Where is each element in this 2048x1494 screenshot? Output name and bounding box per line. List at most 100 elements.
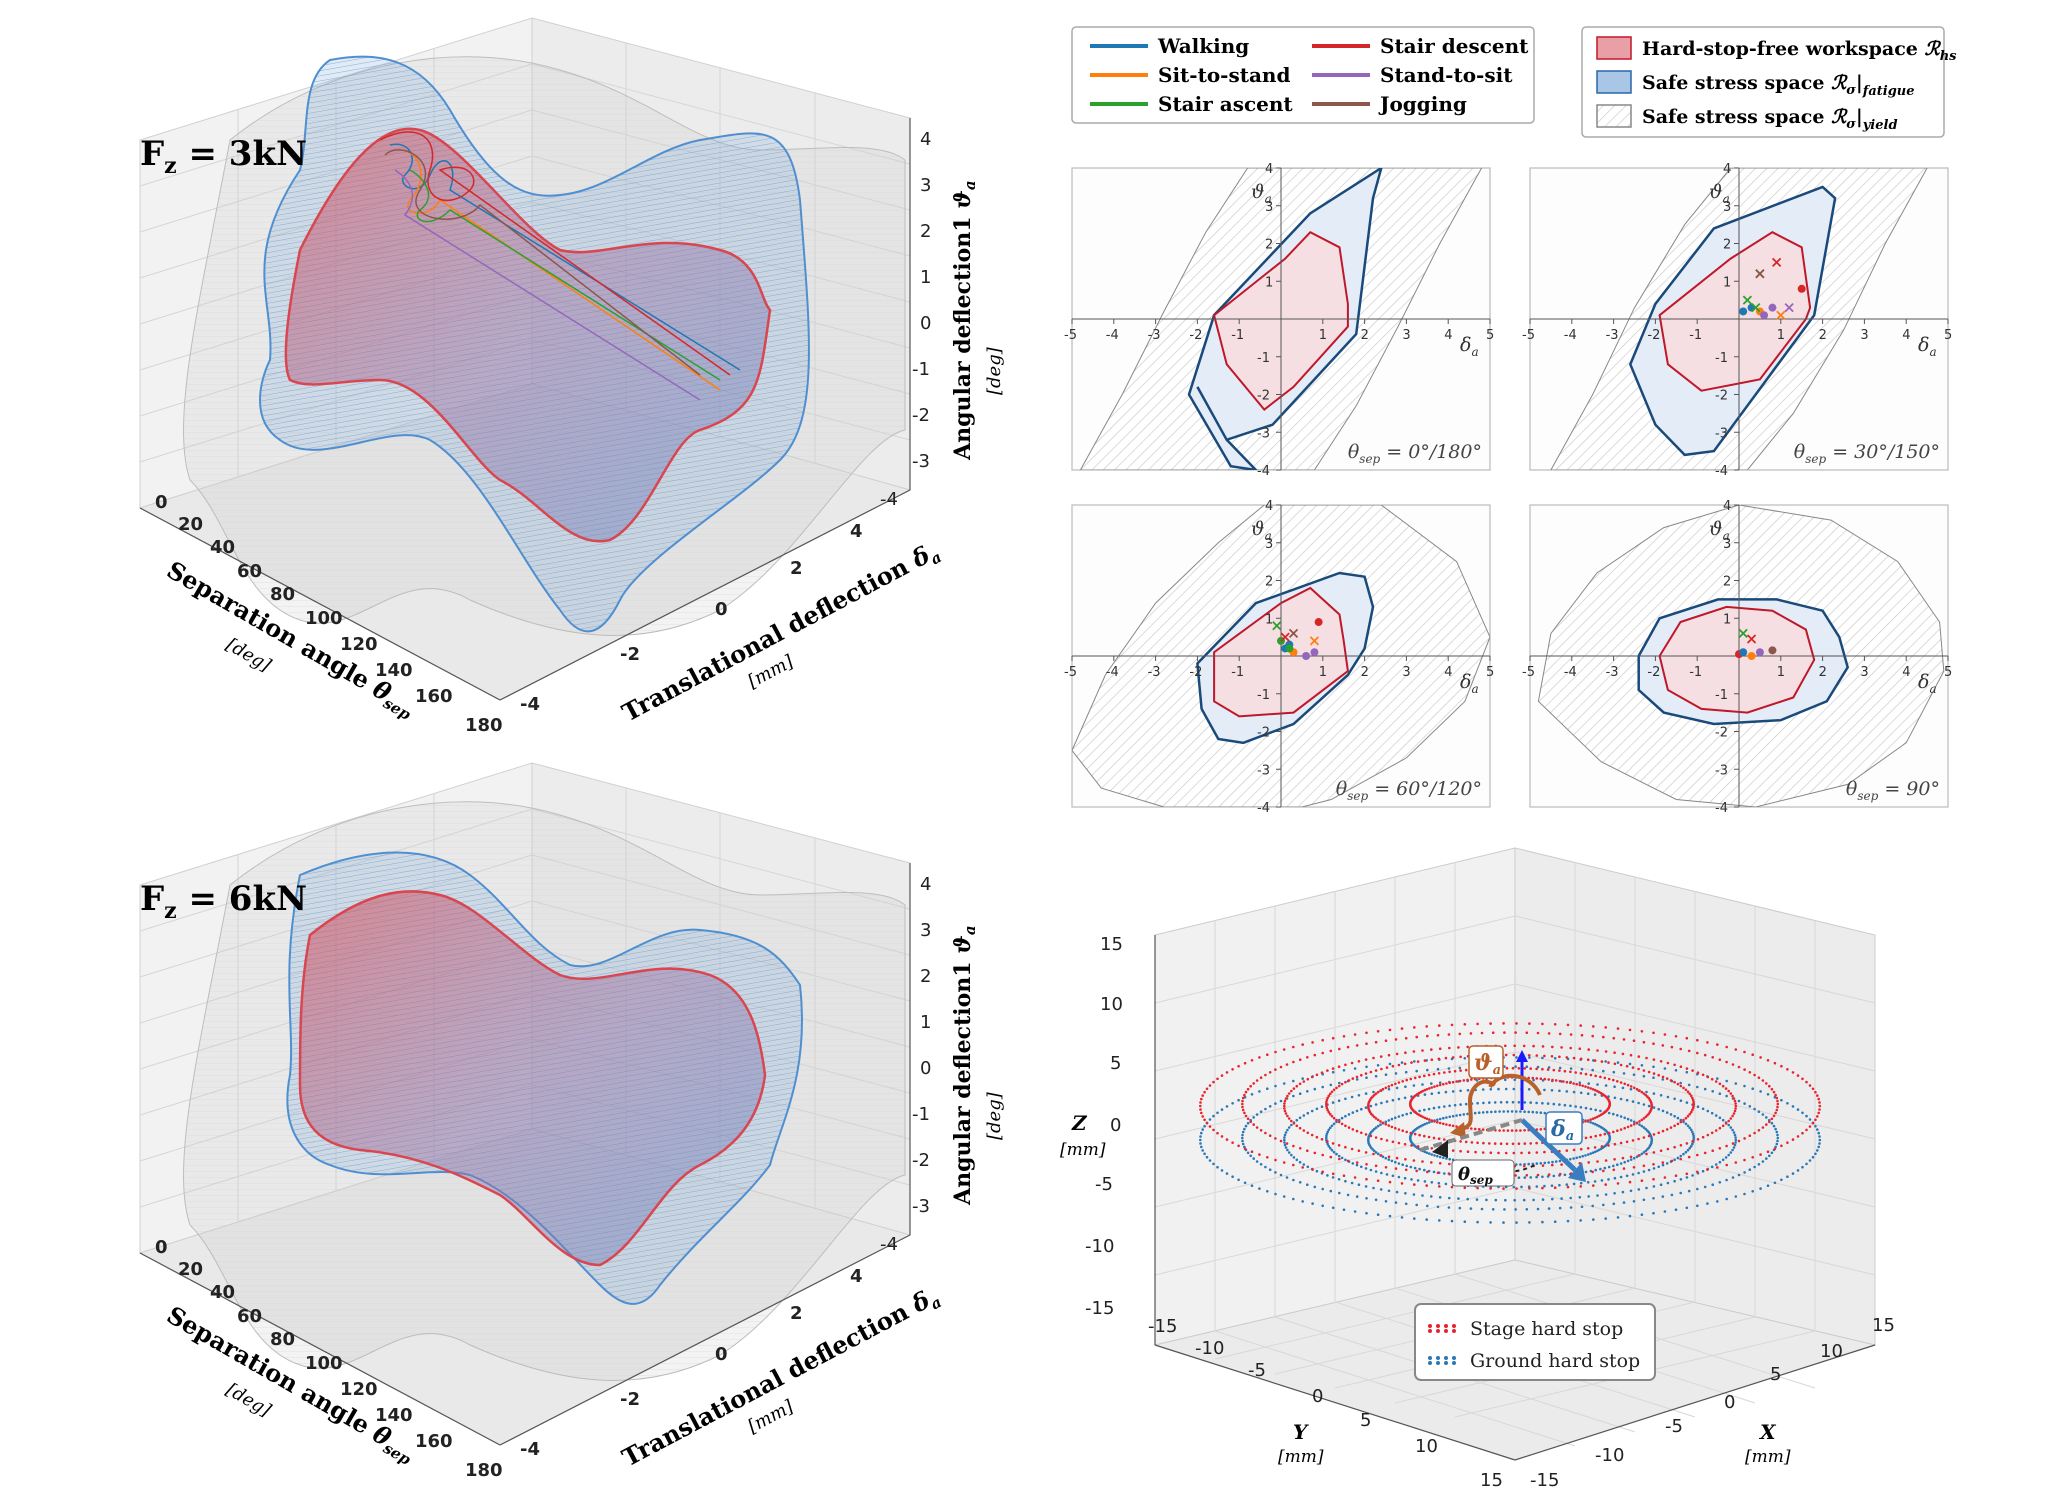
y-tick-label: 2 bbox=[1265, 238, 1273, 253]
dot bbox=[1691, 1130, 1694, 1134]
dot bbox=[1731, 1114, 1734, 1118]
dot bbox=[1337, 1154, 1341, 1158]
x-tick-label: 1 bbox=[1777, 665, 1785, 680]
data-marker bbox=[1760, 311, 1769, 320]
dot bbox=[1805, 1128, 1808, 1132]
dot bbox=[1578, 1155, 1582, 1159]
dot bbox=[1594, 1074, 1597, 1078]
dot bbox=[1376, 1118, 1380, 1122]
svg-text:180: 180 bbox=[465, 1460, 503, 1481]
dot bbox=[1364, 1185, 1368, 1188]
dot bbox=[1279, 1065, 1283, 1069]
x-tick-label: -1 bbox=[1231, 665, 1244, 680]
dot bbox=[1565, 1183, 1569, 1186]
dot bbox=[1632, 1073, 1636, 1076]
dot bbox=[1710, 1165, 1714, 1169]
dot bbox=[1413, 1183, 1416, 1186]
dot bbox=[1268, 1134, 1272, 1137]
dot bbox=[1551, 1078, 1554, 1082]
y-tick-label: -3 bbox=[1257, 426, 1270, 441]
dot bbox=[1290, 1123, 1293, 1127]
dot bbox=[1381, 1155, 1385, 1159]
data-marker bbox=[1776, 310, 1786, 320]
dot bbox=[1205, 1087, 1209, 1091]
dot bbox=[1425, 1122, 1429, 1125]
dot bbox=[1688, 1126, 1691, 1130]
dot bbox=[1642, 1170, 1646, 1173]
dot bbox=[1613, 1096, 1617, 1100]
dot bbox=[1604, 1193, 1608, 1196]
dot bbox=[1774, 1111, 1777, 1115]
dot bbox=[1731, 1128, 1734, 1132]
svg-text:-5: -5 bbox=[1095, 1174, 1113, 1195]
dot bbox=[1703, 1151, 1707, 1155]
dot bbox=[1818, 1138, 1822, 1142]
dot bbox=[1448, 1196, 1451, 1200]
dot bbox=[1491, 1031, 1495, 1034]
dot bbox=[1438, 1083, 1442, 1087]
svg-text:60: 60 bbox=[237, 1306, 262, 1327]
dot bbox=[1437, 1181, 1441, 1185]
dot bbox=[1801, 1165, 1804, 1169]
dot bbox=[1401, 1163, 1404, 1166]
dot bbox=[1346, 1159, 1350, 1163]
dot bbox=[1283, 1133, 1287, 1137]
dot bbox=[1404, 1192, 1407, 1195]
dot bbox=[1753, 1165, 1756, 1169]
dot bbox=[1661, 1109, 1665, 1113]
dot bbox=[1415, 1203, 1418, 1207]
dot bbox=[1326, 1142, 1329, 1146]
legend-label-1: Ground hard stop bbox=[1470, 1350, 1640, 1372]
dot bbox=[1572, 1090, 1576, 1094]
x-tick-label: -2 bbox=[1189, 328, 1202, 343]
y-tick-label: 1 bbox=[1723, 275, 1731, 290]
dot bbox=[1455, 1080, 1458, 1083]
dot bbox=[1243, 1127, 1246, 1131]
dot bbox=[1344, 1179, 1347, 1183]
dot bbox=[1727, 1153, 1730, 1157]
dot bbox=[1493, 1142, 1497, 1145]
dot bbox=[1459, 1089, 1462, 1093]
dot bbox=[1689, 1144, 1693, 1148]
dot bbox=[1332, 1122, 1336, 1126]
dot bbox=[1814, 1152, 1817, 1156]
dot bbox=[1220, 1074, 1224, 1077]
dot bbox=[1669, 1079, 1673, 1082]
dot bbox=[1355, 1075, 1359, 1079]
dot bbox=[1661, 1078, 1665, 1081]
dot bbox=[1607, 1144, 1610, 1147]
dot bbox=[1759, 1090, 1762, 1093]
dot bbox=[1629, 1158, 1633, 1161]
dot bbox=[1384, 1086, 1388, 1090]
dot bbox=[1201, 1094, 1204, 1097]
dot bbox=[1320, 1105, 1324, 1108]
dot bbox=[1246, 1117, 1250, 1121]
x-tick-label: -5 bbox=[1064, 665, 1077, 680]
dot bbox=[1734, 1138, 1738, 1142]
dot bbox=[1536, 1065, 1540, 1069]
dot bbox=[1330, 1114, 1334, 1118]
dot bbox=[1612, 1070, 1616, 1074]
dot bbox=[1558, 1055, 1561, 1059]
dot bbox=[1550, 1089, 1554, 1092]
dot bbox=[1652, 1058, 1656, 1061]
dot bbox=[1592, 1025, 1595, 1028]
dot bbox=[1579, 1147, 1583, 1151]
dot bbox=[1430, 1092, 1434, 1095]
dot bbox=[1199, 1135, 1202, 1138]
dot bbox=[1476, 1186, 1479, 1190]
dot bbox=[1447, 1067, 1451, 1070]
dot bbox=[1404, 1051, 1407, 1054]
dot bbox=[1674, 1035, 1678, 1038]
legend-label-4: Stand-to-sit bbox=[1380, 63, 1513, 87]
dot bbox=[1250, 1184, 1254, 1187]
svg-text:-10: -10 bbox=[1195, 1338, 1224, 1359]
dot bbox=[1743, 1068, 1746, 1071]
dot bbox=[1315, 1135, 1319, 1139]
dot bbox=[1274, 1158, 1277, 1162]
dot bbox=[1645, 1056, 1648, 1060]
svg-text:0: 0 bbox=[920, 1058, 931, 1079]
dot bbox=[1502, 1129, 1505, 1132]
dot bbox=[1652, 1092, 1656, 1095]
dot bbox=[1714, 1129, 1718, 1132]
